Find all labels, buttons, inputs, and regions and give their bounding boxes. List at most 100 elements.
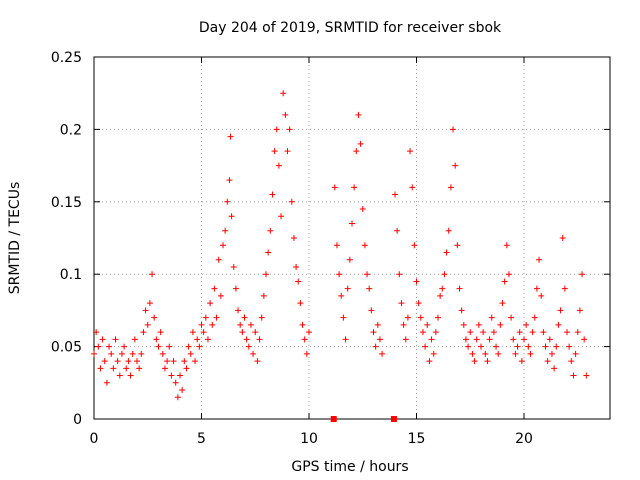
data-point xyxy=(368,307,375,314)
data-point xyxy=(409,184,416,191)
data-point xyxy=(123,365,130,372)
data-point xyxy=(177,372,183,379)
grid-lines xyxy=(94,57,610,419)
data-point xyxy=(170,358,177,365)
data-point xyxy=(301,336,308,343)
data-point xyxy=(415,300,422,307)
data-point xyxy=(512,350,519,357)
data-point xyxy=(349,220,355,227)
data-point xyxy=(484,358,491,365)
data-point xyxy=(372,343,379,350)
data-point xyxy=(215,256,222,263)
data-point xyxy=(432,329,439,336)
data-point xyxy=(95,343,102,350)
data-point xyxy=(402,336,409,343)
data-point xyxy=(544,358,551,365)
x-tick-label: 20 xyxy=(515,431,533,447)
data-point xyxy=(282,111,289,118)
data-point xyxy=(200,329,207,336)
x-tick-label: 10 xyxy=(300,431,318,447)
data-point xyxy=(576,307,583,314)
data-point xyxy=(441,271,448,278)
data-point xyxy=(254,358,261,365)
data-point xyxy=(142,307,149,314)
data-point xyxy=(106,343,113,350)
data-point xyxy=(241,314,248,321)
data-point xyxy=(460,321,467,328)
data-point xyxy=(93,329,100,336)
data-point xyxy=(467,329,474,336)
data-point xyxy=(542,343,549,350)
data-point xyxy=(185,343,192,350)
data-point xyxy=(400,321,407,328)
data-point xyxy=(245,343,252,350)
data-point xyxy=(202,314,209,321)
data-point xyxy=(288,198,295,205)
data-point xyxy=(514,343,521,350)
y-tick-label: 0.25 xyxy=(51,50,82,66)
data-point xyxy=(499,300,506,307)
data-point xyxy=(574,329,581,336)
data-point xyxy=(480,329,487,336)
data-point xyxy=(475,321,482,328)
data-point xyxy=(129,350,136,357)
data-point xyxy=(116,372,123,379)
data-point xyxy=(548,350,555,357)
data-point xyxy=(159,350,166,357)
chart-title: Day 204 of 2019, SRMTID for receiver sbo… xyxy=(199,20,502,36)
data-point xyxy=(396,271,403,278)
data-point xyxy=(437,292,444,299)
data-point xyxy=(493,343,500,350)
data-point xyxy=(293,263,300,270)
data-point xyxy=(364,271,371,278)
data-point xyxy=(366,285,373,292)
data-point xyxy=(207,300,214,307)
data-point xyxy=(469,350,476,357)
data-point xyxy=(551,365,558,372)
data-point xyxy=(237,321,244,328)
data-point xyxy=(435,314,441,321)
data-point xyxy=(269,191,276,198)
data-point xyxy=(194,336,201,343)
data-point xyxy=(230,263,237,270)
data-point xyxy=(462,336,469,343)
data-point xyxy=(112,336,119,343)
data-point xyxy=(404,314,411,321)
x-tick-label: 15 xyxy=(408,431,426,447)
data-point xyxy=(134,358,140,365)
data-point xyxy=(523,321,530,328)
data-point xyxy=(125,358,132,365)
data-point xyxy=(228,213,235,220)
data-point xyxy=(439,285,446,292)
data-point xyxy=(505,271,512,278)
data-point xyxy=(336,271,343,278)
data-point xyxy=(271,148,278,155)
data-point xyxy=(103,379,110,386)
data-point xyxy=(290,235,297,241)
data-point xyxy=(247,321,254,328)
data-point-zero xyxy=(330,416,337,422)
data-point xyxy=(263,271,269,278)
data-point xyxy=(267,227,274,234)
data-point xyxy=(540,329,547,336)
data-point xyxy=(361,242,368,249)
data-point xyxy=(181,358,188,365)
data-point xyxy=(252,329,259,336)
data-point xyxy=(359,206,366,213)
data-point xyxy=(303,350,310,357)
data-point xyxy=(179,387,186,394)
data-point xyxy=(295,278,302,285)
data-point xyxy=(250,350,257,357)
y-tick-label: 0 xyxy=(73,412,82,428)
data-point xyxy=(198,321,205,328)
data-point xyxy=(581,336,588,343)
data-point xyxy=(452,162,459,169)
data-point xyxy=(108,350,115,357)
data-point xyxy=(374,321,381,328)
data-point xyxy=(456,285,463,292)
data-point xyxy=(127,372,134,379)
data-point xyxy=(265,249,272,256)
data-point xyxy=(555,321,562,328)
data-point xyxy=(394,227,401,234)
data-point xyxy=(275,162,282,169)
